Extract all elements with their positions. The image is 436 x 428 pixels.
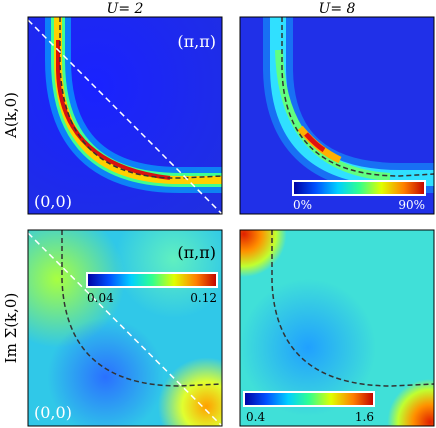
colorbar-max-label: 0.12 (190, 291, 217, 305)
colorbar-selfenergy-u2: 0.04 0.12 (86, 272, 218, 305)
noninteracting-fs-line (271, 230, 434, 387)
texture-layer (28, 230, 222, 426)
colorbar-max-label: 90% (398, 198, 425, 212)
panel-frame (239, 16, 435, 215)
col-label-u8: U= 8 (319, 1, 356, 17)
nodal-diagonal-line (28, 19, 222, 214)
nodal-diagonal-line (28, 232, 222, 426)
colorbar-selfenergy-u8: 0.4 1.6 (243, 391, 375, 424)
fermi-surface-hotspot (304, 132, 326, 153)
colorbar-gradient (86, 272, 218, 288)
corner-label-pipi: (π,π) (177, 32, 216, 51)
col-label-u2: U= 2 (107, 1, 144, 17)
panel-spectral-u2 (28, 17, 222, 214)
noninteracting-fs-line (61, 230, 222, 387)
row-label-selfenergy: Im Σ(k,0) (2, 293, 20, 364)
corner-label-origin: (0,0) (34, 192, 72, 211)
panel-frame (239, 229, 435, 427)
colorbar-min-label: 0.04 (87, 291, 114, 305)
row-label-spectral: A(k,0) (2, 92, 20, 139)
noninteracting-fs-line (281, 17, 434, 177)
colorbar-gradient (292, 180, 426, 196)
colorbar-max-label: 1.6 (355, 410, 374, 424)
colorbar-spectral: 0% 90% (292, 180, 426, 212)
colorbar-min-label: 0% (293, 198, 312, 212)
corner-label-origin: (0,0) (34, 403, 72, 422)
colorbar-min-label: 0.4 (246, 410, 265, 424)
noninteracting-fs-line (59, 17, 222, 179)
colorbar-gradient (243, 391, 375, 407)
corner-label-pipi: (π,π) (177, 243, 216, 262)
panel-selfenergy-u2 (28, 230, 222, 426)
panel-frame (27, 16, 223, 215)
panel-frame (27, 229, 223, 427)
